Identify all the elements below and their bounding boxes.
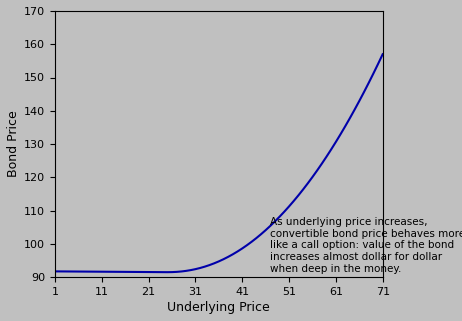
X-axis label: Underlying Price: Underlying Price <box>167 301 270 314</box>
Text: As underlying price increases,
convertible bond price behaves more
like a call o: As underlying price increases, convertib… <box>270 217 462 274</box>
Y-axis label: Bond Price: Bond Price <box>7 111 20 178</box>
